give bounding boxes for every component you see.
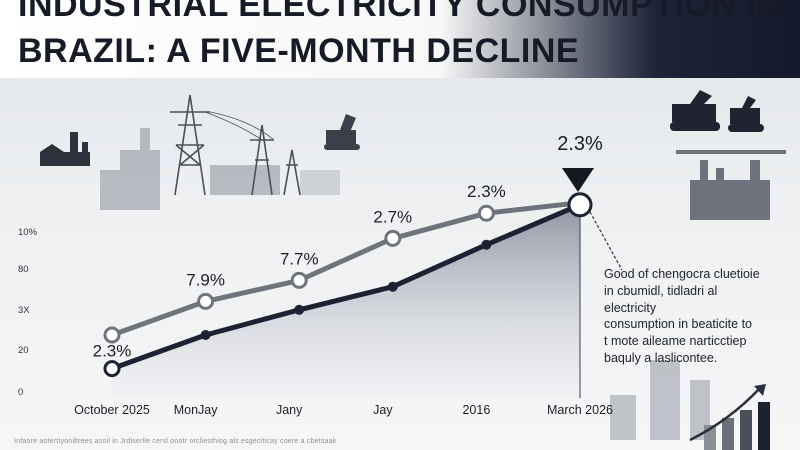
data-point-light [197,292,215,310]
data-point-dark [294,304,305,315]
y-tick-label: 80 [18,264,29,275]
data-point-light [477,204,495,222]
chart-annotation: Good of chengocra cluetioie in cbumidl, … [604,267,760,365]
x-tick-label: October 2025 [74,403,150,417]
power-pylon-icon [170,94,301,196]
series-line-light [109,200,583,338]
data-label: 2.3% [557,133,603,155]
data-label: 7.9% [186,270,225,289]
data-point-dark [387,281,398,292]
factory-icon [40,132,90,166]
footer-note: Infaore aoterttyoniltrees asoil in Jrdis… [14,438,337,445]
factory-icon [676,150,786,220]
background-skyline [100,128,340,210]
bulldozer-icon [670,90,764,132]
background-skyline-right [610,360,710,440]
chart-y-ticks: 0 20 3X 80 10% [18,227,38,398]
data-point-dark [103,360,121,378]
chart-data-labels: 2.3% 7.9% 7.7% 2.7% 2.3% 2.3% [93,133,603,361]
data-point-light [103,326,121,344]
data-point-dark [481,239,492,250]
chart-series [103,192,593,378]
y-tick-label: 3X [18,305,30,316]
down-triangle-icon [562,168,594,192]
y-tick-label: 10% [18,227,38,238]
title-banner: INDUSTRIAL ELECTRICITY CONSUMPTION IN BR… [0,0,800,78]
bar-chart-arrow-icon [689,384,770,450]
data-point-dark [567,192,593,218]
x-tick-label: March 2026 [547,403,613,417]
data-point-dark [200,330,211,340]
series-area-fill [112,204,580,398]
x-tick-label: MonJay [174,403,219,417]
banner-dark-panel [440,0,800,78]
data-label: 2.3% [93,342,132,361]
data-point-light [290,271,308,289]
x-tick-label: Jany [276,403,303,417]
excavator-icon [324,114,360,150]
x-tick-label: Jay [373,403,393,417]
chart-x-ticks: October 2025 MonJay Jany Jay 2016 March 2026 [74,403,613,417]
series-line-dark [109,202,583,372]
annotation-leader [589,211,623,271]
page-title-line-2: BRAZIL: A FIVE-MONTH DECLINE [18,32,580,70]
data-point-light [384,229,402,247]
page-title-line-1: INDUSTRIAL ELECTRICITY CONSUMPTION IN [18,0,782,24]
data-label: 2.3% [467,182,506,201]
data-label: 7.7% [280,249,319,268]
chart-area [112,204,580,398]
data-label: 2.7% [373,207,412,226]
y-tick-label: 20 [18,345,29,356]
y-tick-label: 0 [18,387,23,398]
x-tick-label: 2016 [462,403,490,417]
